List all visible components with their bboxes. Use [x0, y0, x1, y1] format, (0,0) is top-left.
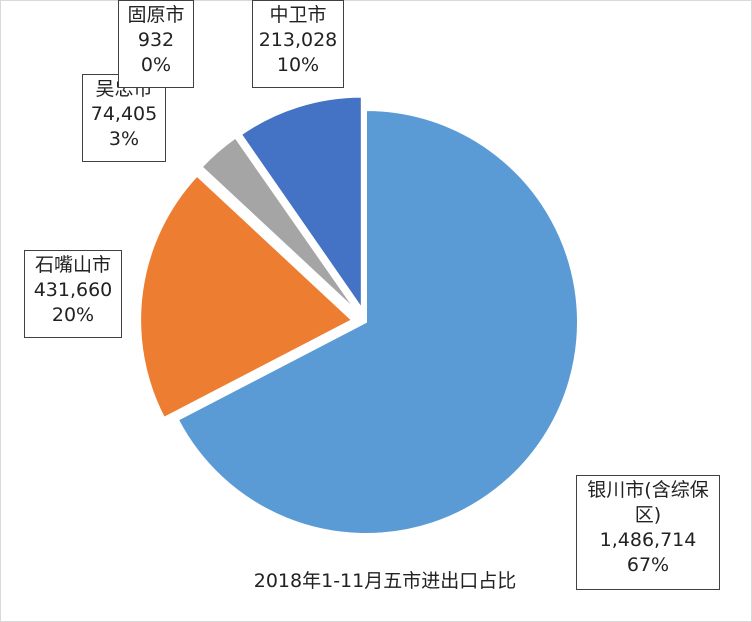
pie-slice-2	[200, 136, 358, 313]
data-label-shizuishan-name: 石嘴山市	[34, 254, 111, 276]
data-label-shizuishan: 石嘴山市 431,660 20%	[24, 250, 122, 338]
data-label-zhongwei: 中卫市 213,028 10%	[252, 0, 344, 88]
pie-slice-4	[239, 95, 363, 312]
pie-slice-1	[139, 174, 354, 420]
data-label-yinchuan: 银川市(含综保 区) 1,486,714 67%	[576, 475, 720, 590]
data-label-yinchuan-percent: 67%	[626, 554, 670, 576]
data-label-zhongwei-percent: 10%	[276, 54, 320, 76]
data-label-yinchuan-name-2: 区)	[634, 504, 662, 526]
data-label-yinchuan-value: 1,486,714	[599, 529, 697, 551]
data-label-wuzhong-value: 74,405	[90, 103, 158, 125]
data-label-guyuan-name: 固原市	[127, 4, 185, 26]
data-label-guyuan: 固原市 932 0%	[118, 0, 194, 88]
data-label-yinchuan-name-1: 银川市(含综保	[587, 479, 709, 501]
data-label-shizuishan-percent: 20%	[51, 304, 95, 326]
pie-slice-0	[176, 108, 579, 535]
data-label-zhongwei-name: 中卫市	[269, 4, 327, 26]
data-label-shizuishan-value: 431,660	[33, 279, 113, 301]
pie-slice-3	[235, 134, 359, 312]
data-label-wuzhong-percent: 3%	[108, 128, 140, 150]
data-label-guyuan-value: 932	[137, 29, 175, 51]
data-label-zhongwei-value: 213,028	[258, 29, 338, 51]
chart-title: 2018年1-11月五市进出口占比	[253, 570, 517, 592]
data-label-guyuan-percent: 0%	[140, 54, 172, 76]
